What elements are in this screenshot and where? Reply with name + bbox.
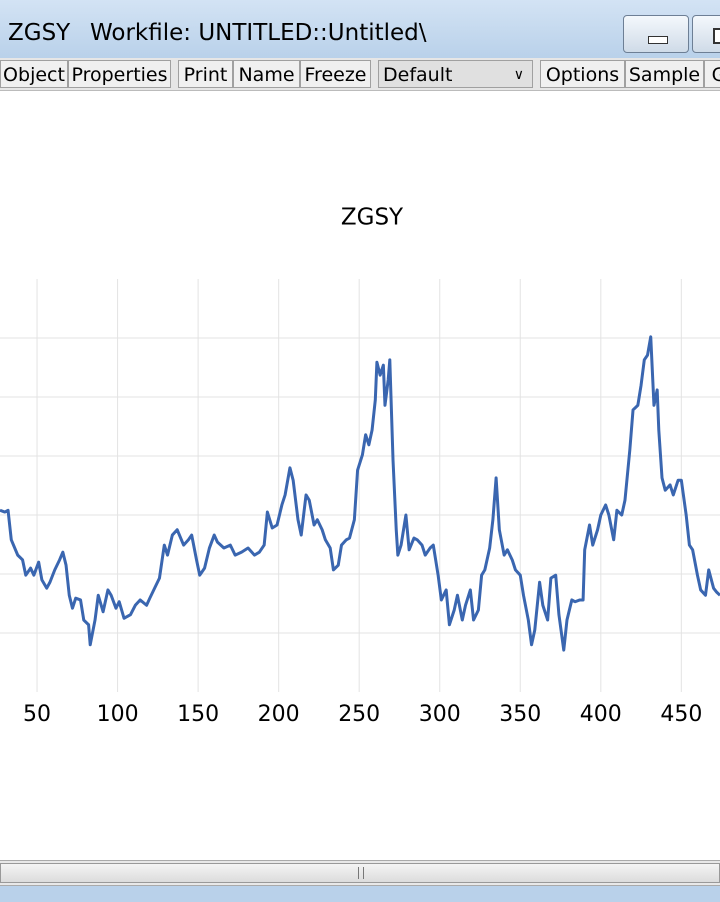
toolbar-button[interactable]: Properties: [68, 60, 171, 88]
scroll-thumb[interactable]: [0, 863, 720, 883]
x-tick-label: 100: [97, 702, 139, 727]
toolbar-button[interactable]: Object: [0, 60, 68, 88]
window-title: ZGSY: [8, 20, 71, 46]
data-line: [0, 335, 720, 652]
x-tick-label: 150: [177, 702, 219, 727]
toolbar-button[interactable]: Options: [540, 60, 625, 88]
window-subtitle: Workfile: UNTITLED::Untitled\: [90, 20, 427, 46]
toolbar: Object Properties Print Name Freeze Default ∨ O…: [0, 58, 720, 91]
x-tick-label: 350: [499, 702, 541, 727]
chart: ZGSY 50 100 150 200 250 300 350 400 450: [0, 205, 720, 727]
toolbar-button[interactable]: Sample: [625, 60, 704, 88]
horizontal-scrollbar[interactable]: [0, 860, 720, 886]
x-tick-label: 200: [258, 702, 300, 727]
x-tick-label: 400: [580, 702, 622, 727]
toolbar-button[interactable]: Freeze: [300, 60, 371, 88]
view-dropdown[interactable]: Default ∨: [378, 60, 533, 88]
toolbar-button[interactable]: G: [704, 60, 720, 88]
dropdown-arrow[interactable]: ∨: [513, 67, 524, 83]
title-bar: ZGSY Workfile: UNTITLED::Untitled\: [0, 0, 720, 58]
x-tick-label: 250: [338, 702, 380, 727]
window-border: [0, 886, 720, 902]
x-tick-label: 450: [660, 702, 702, 727]
x-tick-label: 50: [23, 702, 51, 727]
chart-title: ZGSY: [341, 205, 404, 231]
toolbar-button[interactable]: Print: [178, 60, 233, 88]
x-tick-label: 300: [419, 702, 461, 727]
toolbar-button[interactable]: Name: [233, 60, 300, 88]
maximize-button[interactable]: [692, 15, 720, 53]
minimize-button[interactable]: [623, 15, 689, 53]
